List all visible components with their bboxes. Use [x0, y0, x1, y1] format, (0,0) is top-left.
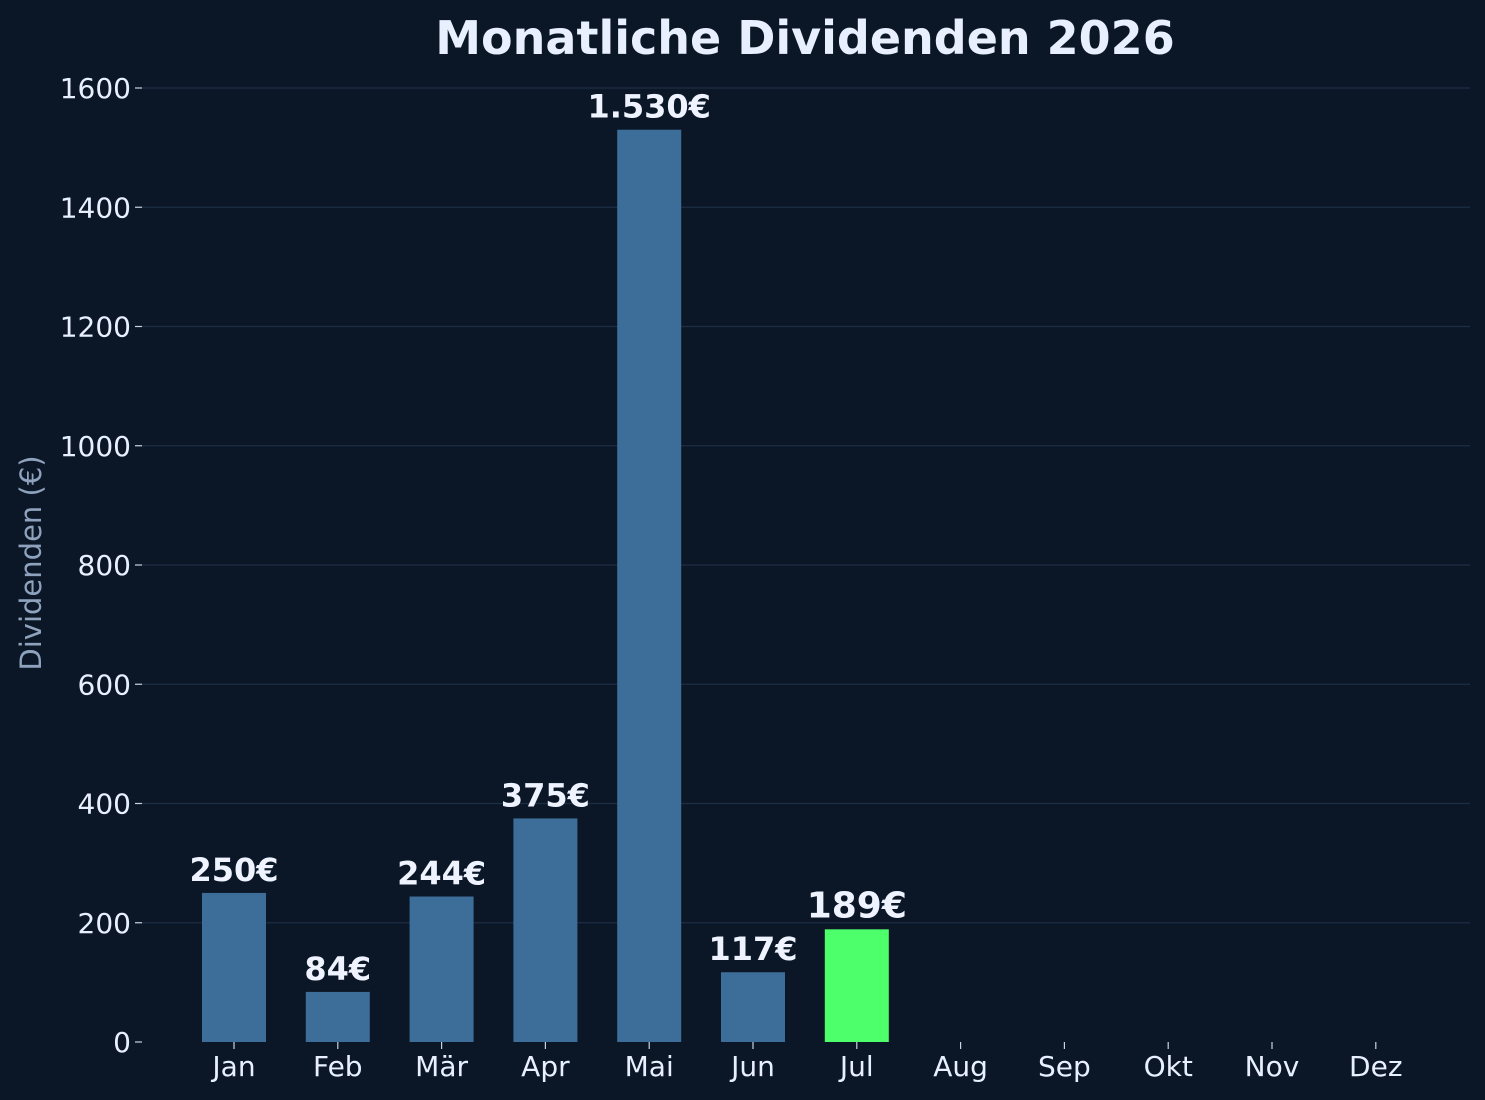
y-tick-label: 600 [78, 668, 131, 701]
bar-value-labels: 250€ 84€ 244€ 375€ 1.530€ 117€ 189€ [189, 88, 906, 988]
bar-value-label: 244€ [397, 855, 486, 893]
bar-mai [617, 129, 682, 1043]
x-tick-label: Mai [625, 1050, 674, 1083]
x-tick-label: Jul [838, 1050, 874, 1083]
x-tick-label: Dez [1349, 1050, 1402, 1083]
bars [202, 129, 889, 1043]
y-tick-label: 800 [78, 549, 131, 582]
x-tick-label: Feb [313, 1050, 363, 1083]
bar-jun [721, 972, 785, 1042]
x-tick-label: Apr [521, 1050, 570, 1083]
chart-title: Monatliche Dividenden 2026 [435, 11, 1174, 65]
y-tick-label: 400 [78, 788, 131, 821]
x-tick-label: Aug [933, 1050, 988, 1083]
y-axis: 0 200 400 600 800 1000 1200 1400 1600 [60, 72, 142, 1059]
grid [142, 87, 1470, 924]
y-tick-label: 1200 [60, 311, 131, 344]
x-tick-label: Okt [1144, 1050, 1193, 1083]
bar-feb [305, 991, 370, 1042]
bar-value-label: 189€ [807, 885, 907, 926]
bar-mär [409, 896, 474, 1042]
bar-value-label: 84€ [304, 950, 371, 988]
y-axis-label: Dividenden (€) [14, 455, 48, 670]
bar-value-label: 250€ [189, 851, 278, 889]
y-tick-label: 1000 [60, 430, 131, 463]
bar-value-label: 375€ [501, 776, 590, 814]
y-tick-label: 1600 [60, 72, 131, 105]
y-tick-label: 0 [113, 1026, 131, 1059]
x-tick-label: Jan [210, 1050, 255, 1083]
x-tick-label: Sep [1038, 1050, 1091, 1083]
x-tick-label: Jun [729, 1050, 775, 1083]
bar-jan [202, 892, 266, 1042]
y-tick-label: 1400 [60, 191, 131, 224]
bar-apr [513, 818, 578, 1042]
bar-jul [824, 929, 889, 1042]
y-tick-label: 200 [78, 907, 131, 940]
bar-value-label: 117€ [708, 930, 797, 968]
x-tick-label: Nov [1245, 1050, 1300, 1083]
x-axis: Jan Feb Mär Apr Mai Jun Jul Aug Sep Okt Nov Dez [210, 1042, 1403, 1083]
bar-value-label: 1.530€ [587, 88, 710, 126]
x-tick-label: Mär [415, 1050, 468, 1083]
